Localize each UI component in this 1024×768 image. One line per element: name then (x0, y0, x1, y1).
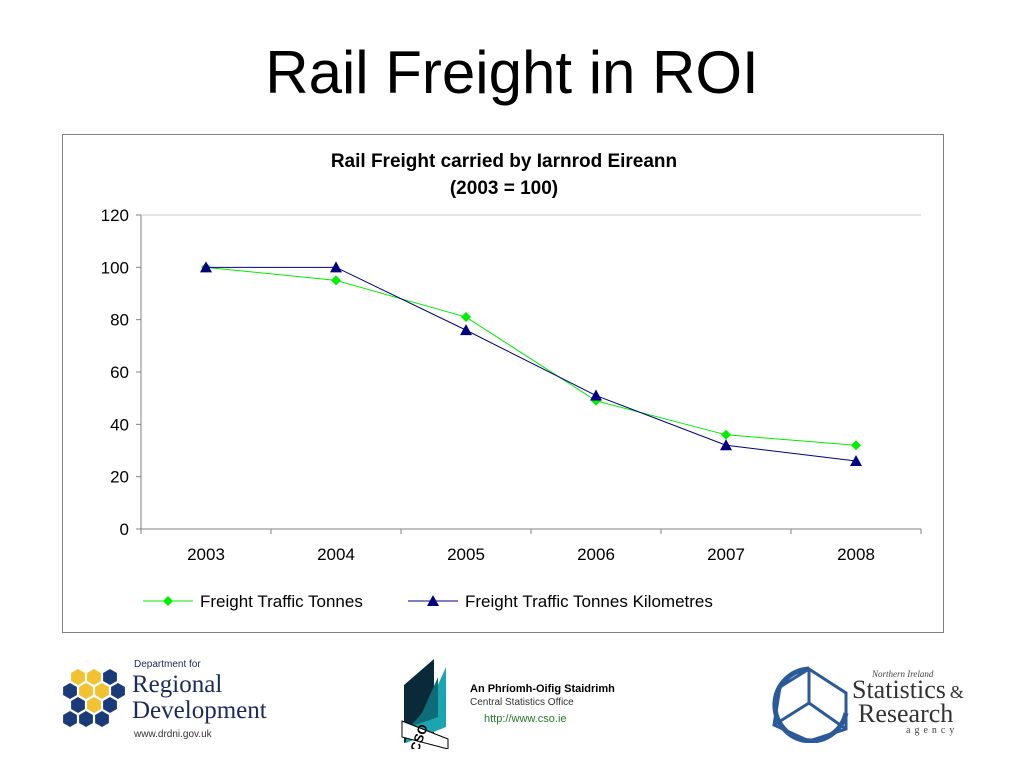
hexagon-cell (103, 697, 117, 713)
x-tick-label: 2004 (317, 545, 355, 564)
hexagon-cell (63, 683, 77, 699)
data-point-2 (720, 439, 732, 451)
hexagon-cell (103, 669, 117, 685)
series-line-2 (206, 266, 857, 462)
x-tick-label: 2003 (187, 545, 225, 564)
data-point-1 (331, 275, 341, 286)
x-tick-label: 2008 (837, 545, 875, 564)
y-tick-label: 80 (110, 311, 129, 330)
cso-url: http://www.cso.ie (484, 713, 567, 725)
nisra-amp: & (949, 682, 964, 702)
series-layer (200, 261, 862, 466)
y-tick-label: 20 (110, 468, 129, 487)
drd-url: www.drdni.gov.uk (134, 729, 212, 740)
chart-title: Rail Freight carried by Iarnrod Eireann (331, 151, 677, 172)
x-tick-label: 2006 (577, 545, 615, 564)
legend: Freight Traffic Tonnes Freight Traffic To… (143, 592, 713, 611)
data-point-2 (460, 324, 472, 336)
chart-frame: Rail Freight carried by Iarnrod Eireann … (62, 134, 944, 633)
drd-logo: Department for Regional Development www.… (60, 655, 270, 755)
y-tick-label: 0 (120, 520, 129, 539)
drd-line1: Department for (134, 659, 201, 670)
nisra-word3: agency (906, 725, 959, 736)
legend-marker-2 (427, 595, 439, 606)
y-tick-label: 120 (101, 206, 129, 225)
drd-line2: Regional (132, 671, 223, 698)
axes: 0 20 40 60 80 100 120 2003 2004 2005 2006 2007 2008 (101, 206, 922, 564)
cso-emblem-icon: CSO (401, 659, 449, 749)
nisra-emblem-icon (772, 666, 849, 743)
data-point-2 (590, 389, 602, 401)
data-point-1 (721, 429, 731, 440)
y-tick-label: 100 (101, 258, 129, 277)
hexagon-cell (95, 711, 109, 727)
data-point-2 (200, 261, 212, 273)
hexagon-cell (87, 697, 101, 713)
cso-name-irish: An Phríomh-Oifig Staidrimh (470, 683, 615, 695)
nisra-logo: Northern Ireland Statistics & Research a… (766, 655, 966, 755)
hexagon-cell (79, 711, 93, 727)
data-point-2 (850, 454, 862, 466)
nisra-top: Northern Ireland (872, 669, 934, 679)
hexagon-cell (79, 683, 93, 699)
chart-subtitle: (2003 = 100) (450, 178, 558, 199)
slide-title: Rail Freight in ROI (265, 39, 759, 106)
series-line-1 (205, 266, 857, 446)
hexagon-cell (95, 683, 109, 699)
line-chart: Rail Freight carried by Iarnrod Eireann … (101, 151, 922, 611)
nisra-word1: Statistics (852, 675, 946, 704)
nisra-word2: Research (858, 699, 954, 728)
y-tick-label: 60 (110, 363, 129, 382)
data-point-2 (330, 261, 342, 273)
x-tick-label: 2007 (707, 545, 745, 564)
x-tick-label: 2005 (447, 545, 485, 564)
hexagon-cell (71, 669, 85, 685)
cso-logo: CSO An Phríomh-Oifig Staidrimh Central S… (398, 655, 638, 755)
legend-label-1: Freight Traffic Tonnes (200, 592, 363, 611)
cso-name-english: Central Statistics Office (470, 697, 574, 708)
data-point-1 (461, 312, 471, 323)
hexagon-cell (111, 683, 125, 699)
y-tick-label: 40 (110, 415, 129, 434)
legend-label-2: Freight Traffic Tonnes Kilometres (465, 592, 713, 611)
data-point-1 (851, 440, 861, 451)
legend-marker-1 (163, 596, 173, 606)
hexagon-cluster-icon (63, 669, 125, 727)
hexagon-cell (71, 697, 85, 713)
hexagon-cell (87, 669, 101, 685)
drd-line3: Development (132, 697, 267, 724)
hexagon-cell (63, 711, 77, 727)
